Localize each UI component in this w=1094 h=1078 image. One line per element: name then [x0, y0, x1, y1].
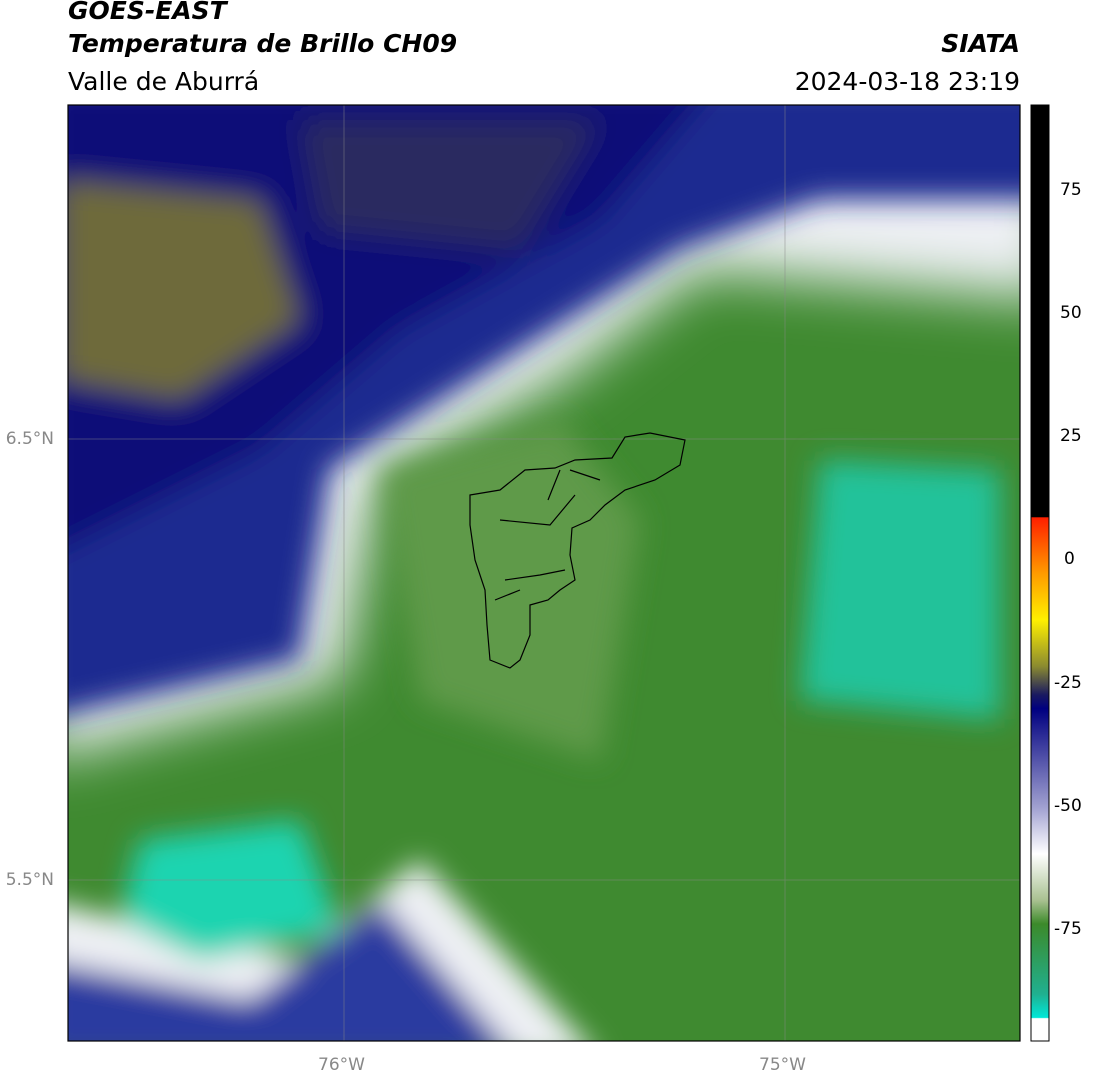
graticule: [68, 105, 1020, 1041]
colorbar-tick-label: -50: [1054, 796, 1082, 816]
colorbar-tick-label: 25: [1060, 426, 1082, 446]
colorbar-tick-label: 0: [1064, 549, 1075, 569]
datetime: 2024-03-18 23:19: [794, 67, 1020, 96]
valle-aburra-outline: [469, 432, 686, 669]
colorbar: [1030, 104, 1050, 1042]
lat-label: 6.5°N: [5, 429, 54, 449]
lon-label: 76°W: [318, 1055, 365, 1075]
lat-label: 5.5°N: [5, 870, 54, 890]
lon-label: 75°W: [759, 1055, 806, 1075]
colorbar-tick-label: -75: [1054, 919, 1082, 939]
source: SIATA: [941, 29, 1020, 58]
region: Valle de Aburrá: [68, 67, 260, 96]
map-image: [68, 105, 1020, 1041]
colorbar-tick-label: -25: [1054, 673, 1082, 693]
subtitle: Temperatura de Brillo CH09: [68, 29, 458, 58]
title: GOES-EAST: [68, 0, 227, 25]
colorbar-tick-label: 50: [1060, 303, 1082, 323]
map-frame: [67, 104, 1021, 1042]
colorbar-tick-label: 75: [1060, 180, 1082, 200]
